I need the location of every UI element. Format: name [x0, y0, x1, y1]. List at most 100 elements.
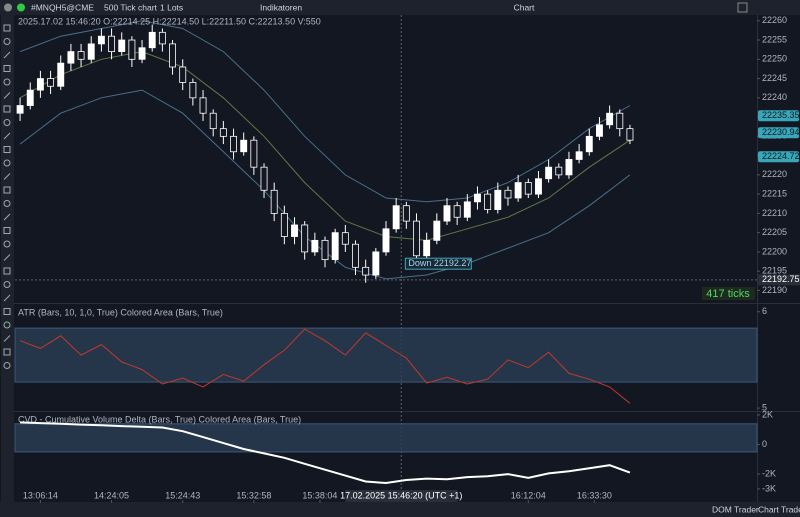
candle-body [575, 151, 583, 160]
y-tick-label: 22250 [762, 54, 787, 64]
candle-body [433, 220, 441, 241]
candle-body [240, 139, 248, 153]
candle-body [189, 82, 197, 99]
info-line: 2025.17.02 15:46:20 O:22214.25 H:22214.5… [18, 16, 321, 26]
y-tick-label: 22200 [762, 246, 787, 256]
candle-body [311, 239, 319, 253]
candle-body [199, 97, 207, 114]
symbol[interactable]: #MNQH5@CME [31, 2, 94, 12]
candle-body [26, 89, 34, 106]
candle-body [443, 205, 451, 222]
candle-body [341, 232, 349, 245]
y-tick-label: 22210 [762, 208, 787, 218]
tool-icon [3, 159, 11, 167]
indicator-line [19, 328, 631, 404]
y-tick-label: 22220 [762, 169, 787, 179]
bottom-bar [0, 502, 800, 517]
x-tick-label: 16:12:04 [511, 490, 546, 500]
crosshair-x-label: 17.02.2025 15:46:20 (UTC +1) [340, 490, 462, 500]
tool-icon [3, 78, 11, 86]
y-tick-label: 6 [762, 306, 767, 316]
maximize[interactable] [737, 2, 748, 13]
candle-body [16, 105, 24, 114]
logo[interactable] [4, 3, 12, 12]
candle-body [453, 205, 461, 218]
tool-icon [3, 348, 11, 356]
y-tick-label: -2K [762, 468, 776, 478]
candle-body [77, 51, 85, 60]
crosshair-y-box [758, 274, 800, 286]
price-marker [758, 127, 799, 139]
annotation-box [404, 257, 472, 270]
candle-body [413, 220, 420, 257]
band-line [19, 51, 631, 241]
candle-body [158, 31, 166, 45]
candle-body [47, 78, 55, 87]
colored-area [14, 327, 758, 383]
status [17, 3, 25, 12]
price-marker [758, 151, 799, 163]
candle-body [219, 128, 227, 137]
tool-icon [3, 200, 11, 207]
chart-type[interactable]: 500 Tick chart [104, 2, 158, 12]
y-tick-label: -3K [762, 483, 776, 493]
candle-body [179, 66, 187, 83]
tool-icon [3, 281, 11, 288]
candle-body [169, 43, 176, 68]
candle-body [362, 266, 370, 276]
x-tick-label: 15:38:04 [302, 490, 337, 500]
candle-body [626, 128, 634, 141]
tool-icon [3, 186, 11, 194]
candle-body [57, 62, 65, 87]
band-line [19, 20, 631, 203]
candle-body [545, 166, 553, 180]
dom-trader[interactable]: DOM Trader [712, 504, 759, 514]
tool-icon [3, 213, 11, 221]
tool-icon [3, 132, 11, 140]
colored-area [14, 423, 758, 453]
candle-body [474, 193, 481, 203]
candle-body [230, 135, 237, 153]
candle-body [128, 39, 136, 60]
tick-counter: 417 ticks [706, 288, 750, 300]
y-tick-label: 22195 [762, 266, 787, 276]
candle-body [321, 239, 329, 261]
price-marker-label: 22235.35 [762, 110, 800, 120]
tool-icon [3, 362, 11, 369]
candle-body [423, 239, 431, 257]
panel-title: CVD - Cumulative Volume Delta (Bars, Tru… [18, 414, 301, 424]
candle-body [504, 189, 512, 199]
y-tick-label: 22255 [762, 34, 787, 44]
tool-icons [3, 24, 11, 369]
indicators[interactable]: Indikatoren [260, 2, 302, 12]
tool-icon [3, 173, 11, 180]
x-tick-label: 13:06:14 [23, 490, 58, 500]
crosshair-x-box [345, 490, 458, 502]
y-tick-label: 0 [762, 439, 767, 449]
x-tick-label: 14:24:05 [94, 490, 129, 500]
tool-icon [3, 240, 11, 248]
candle-body [565, 159, 573, 176]
tool-icon [3, 146, 11, 153]
candle-body [484, 193, 492, 210]
candle-body [118, 39, 126, 52]
panel-title: ATR (Bars, 10, 1,0, True) Colored Area (… [18, 307, 223, 317]
candle-body [331, 232, 339, 261]
tool-icon [3, 335, 11, 342]
y-tick-label: 22245 [762, 73, 787, 83]
price-marker-label: 22224.72 [762, 151, 800, 161]
chart-trader[interactable]: Chart Trader [758, 504, 800, 514]
candle-body [87, 43, 95, 60]
candle-body [250, 139, 258, 168]
price-marker [758, 110, 799, 122]
lots[interactable]: 1 Lots [160, 2, 183, 12]
top-bar [0, 0, 800, 15]
candle-body [596, 124, 603, 137]
candle-body [616, 112, 624, 130]
y-tick-label: 22260 [762, 15, 787, 25]
tool-icon [3, 24, 11, 32]
candle-body [270, 189, 278, 214]
tool-icon [3, 119, 11, 126]
candle-body [514, 182, 522, 199]
